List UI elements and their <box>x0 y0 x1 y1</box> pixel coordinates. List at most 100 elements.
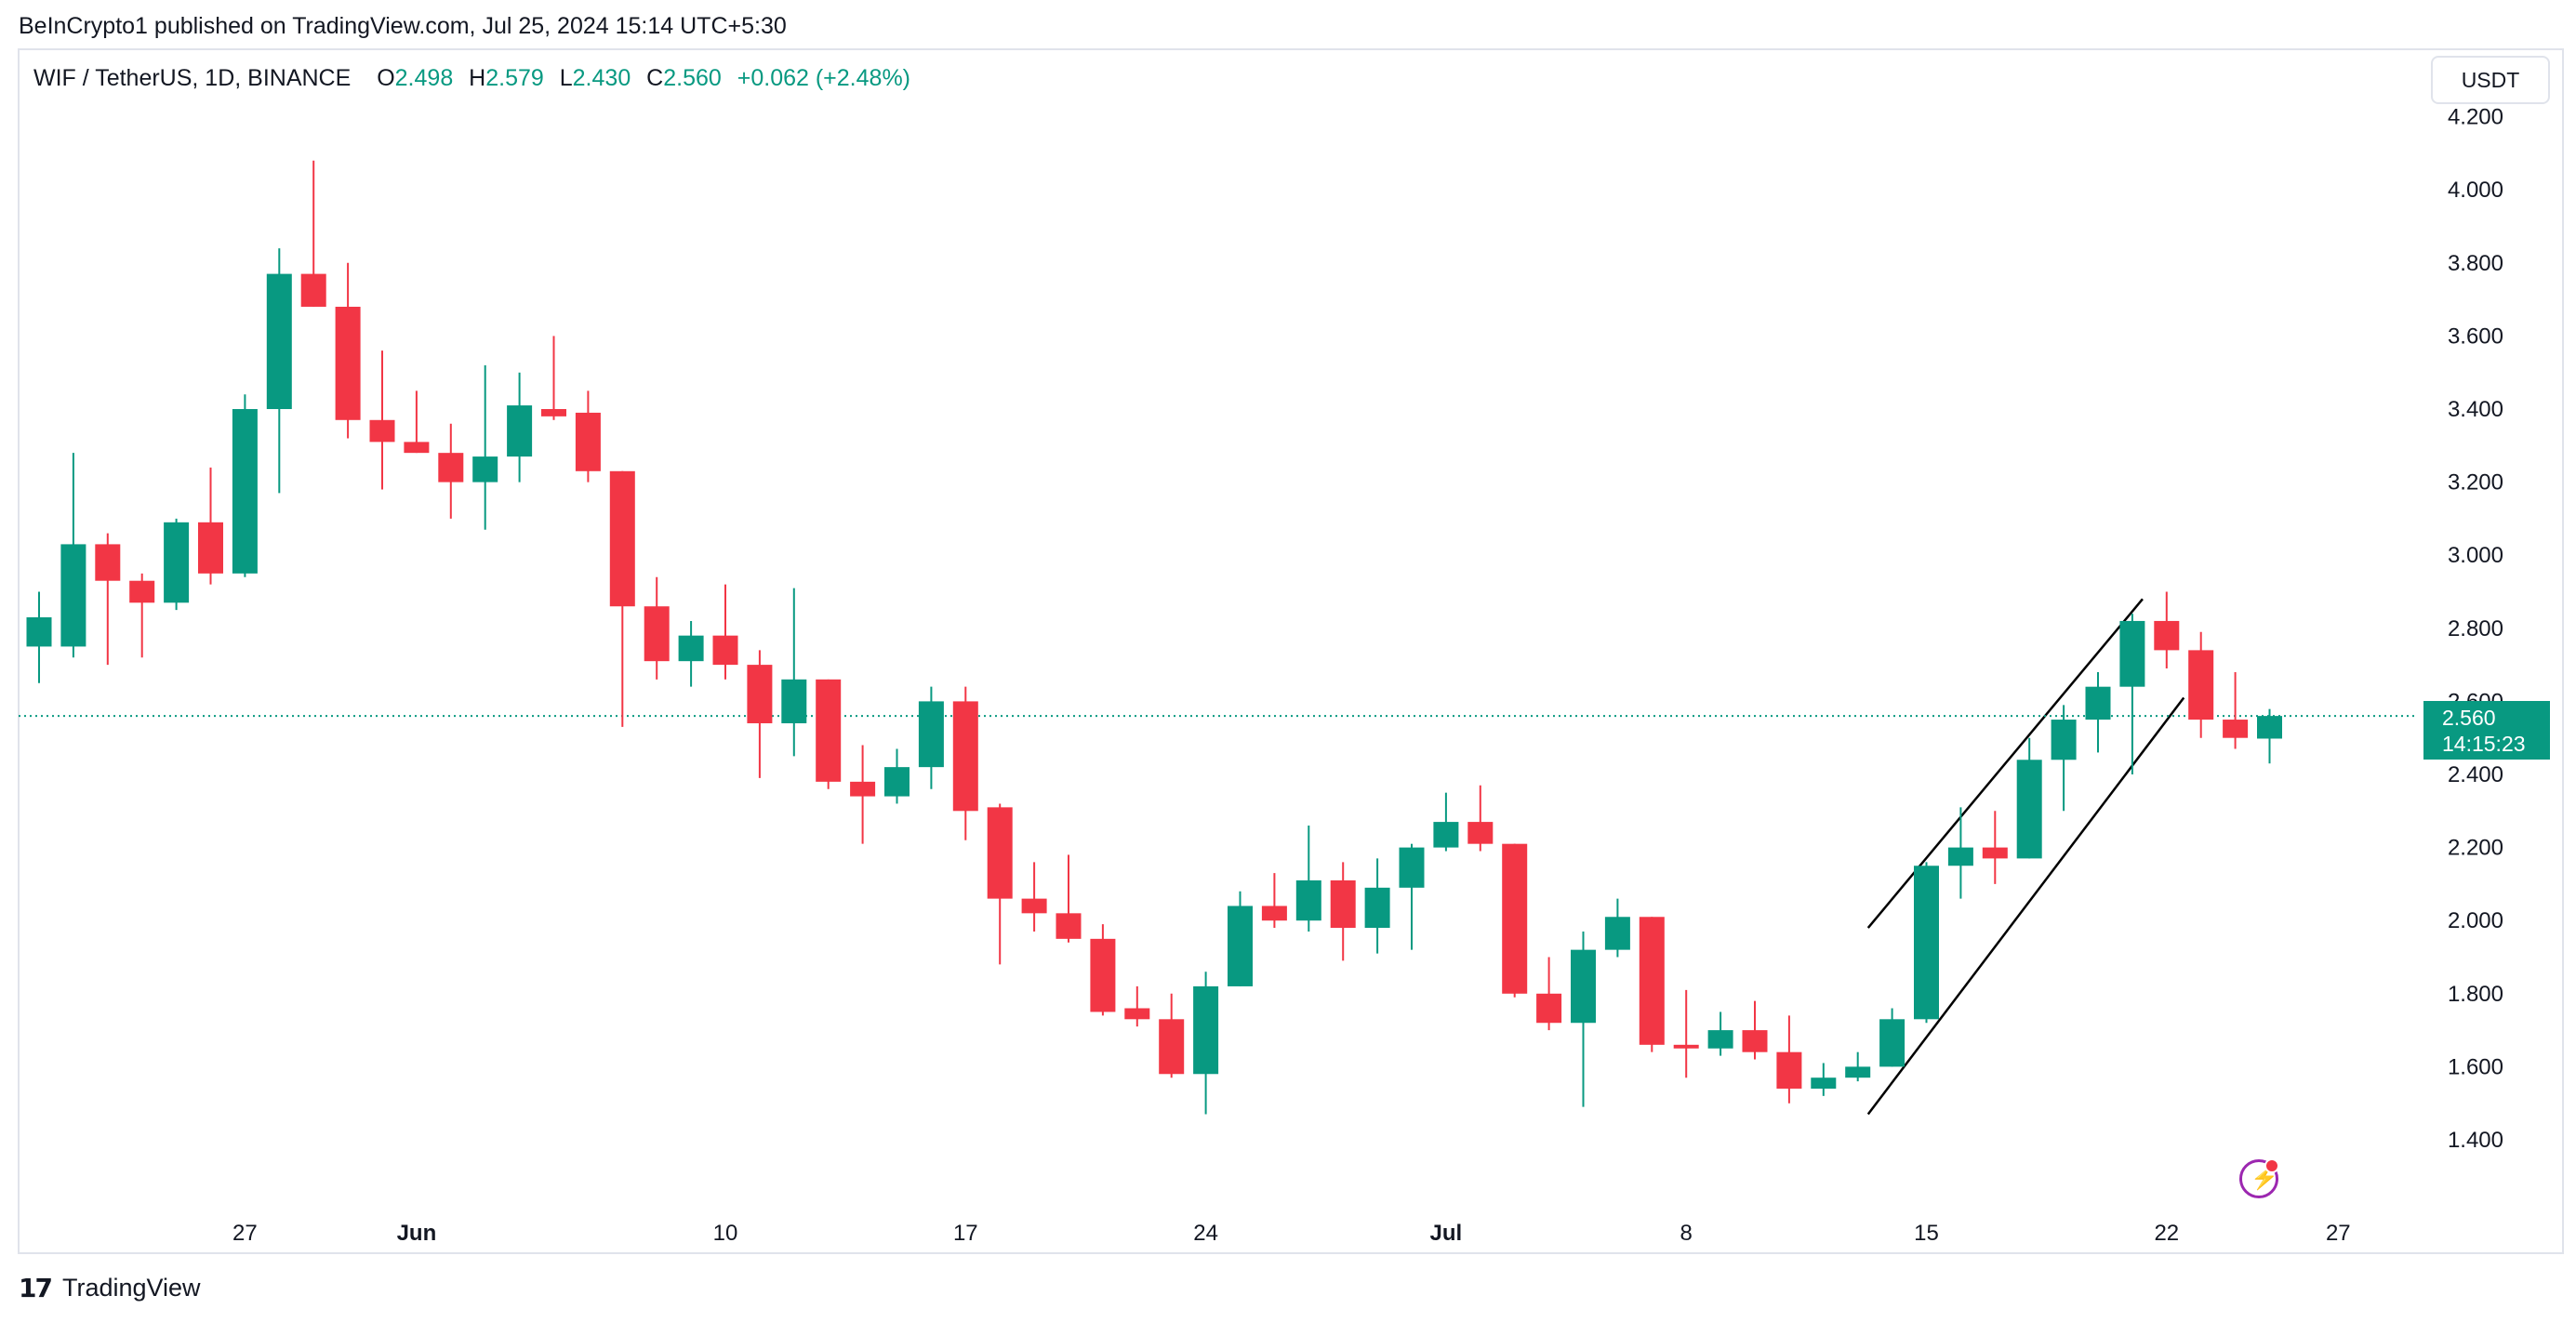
candle-body <box>1056 913 1082 939</box>
candle-up <box>472 364 498 530</box>
candle-body <box>1228 906 1253 986</box>
low-value: 2.430 <box>572 65 631 91</box>
candle-up <box>1707 1011 1733 1056</box>
candle-down <box>1021 862 1047 932</box>
candle-body <box>472 456 498 483</box>
candle-body <box>1502 843 1528 994</box>
candle-body <box>541 409 566 416</box>
candle-body <box>1295 879 1321 921</box>
candle-body <box>1159 1019 1185 1075</box>
tradingview-logo-text: TradingView <box>61 1274 201 1302</box>
channel-trendline[interactable] <box>1866 696 2185 1116</box>
x-tick-label: 10 <box>713 1221 738 1246</box>
y-tick-label: 4.200 <box>2448 105 2503 130</box>
bar-countdown: 14:15:23 <box>2442 732 2526 756</box>
candle-up <box>232 394 258 577</box>
candle-body <box>884 767 910 797</box>
y-tick-label: 1.600 <box>2448 1054 2503 1079</box>
candle-body <box>2223 720 2249 738</box>
y-tick-label: 3.400 <box>2448 397 2503 422</box>
candle-up <box>2119 614 2145 774</box>
channel-trendline[interactable] <box>1866 598 2144 929</box>
candle-down <box>712 584 738 680</box>
candle-down <box>747 650 773 778</box>
candle-down <box>1982 811 2008 884</box>
symbol-legend: WIF / TetherUS, 1D, BINANCE O2.498 H2.57… <box>33 65 920 92</box>
candle-down <box>1742 1000 1768 1060</box>
candle-body <box>850 781 876 797</box>
candle-body <box>1947 847 1973 866</box>
candle-up <box>1399 843 1425 950</box>
candle-down <box>541 336 566 420</box>
flash-icon[interactable]: ⚡ <box>2239 1158 2279 1198</box>
candle-body <box>1811 1077 1837 1089</box>
candle-down <box>438 423 464 519</box>
candle-body <box>1330 879 1356 929</box>
candle-down <box>644 576 670 680</box>
tradingview-logo-icon: 17 <box>19 1273 53 1303</box>
candle-body <box>2188 650 2214 720</box>
x-tick-label: 15 <box>1914 1221 1939 1246</box>
candle-up <box>1295 826 1321 932</box>
open-value: 2.498 <box>394 65 454 91</box>
candle-down <box>300 160 326 307</box>
candle-down <box>369 350 395 490</box>
tradingview-logo[interactable]: 17 TradingView <box>19 1273 201 1303</box>
candle-body <box>952 701 978 812</box>
candle-body <box>1982 847 2008 859</box>
candle-body <box>1639 917 1665 1045</box>
candle-body <box>987 807 1013 899</box>
candle-up <box>266 248 292 494</box>
candle-body <box>164 522 190 603</box>
candle-up <box>918 686 944 789</box>
candle-down <box>1261 873 1287 929</box>
candle-up <box>507 372 533 483</box>
candle-body <box>712 635 738 666</box>
candle-body <box>26 617 52 647</box>
candle-up <box>678 620 704 687</box>
candle-down <box>850 745 876 844</box>
candle-up <box>1433 792 1459 852</box>
candle-down <box>2154 591 2180 669</box>
candle-down <box>816 679 842 789</box>
x-tick-label: 8 <box>1680 1221 1693 1246</box>
candle-down <box>952 686 978 840</box>
candle-body <box>1707 1030 1733 1049</box>
published-by-text: BeInCrypto1 published on TradingView.com… <box>19 13 787 39</box>
x-tick-label: 24 <box>1193 1221 1218 1246</box>
candle-body <box>575 412 601 471</box>
candle-up <box>164 518 190 611</box>
candle-up <box>1604 898 1630 958</box>
change-value: +0.062 (+2.48%) <box>737 65 910 91</box>
candle-body <box>300 273 326 307</box>
candle-down <box>95 533 121 666</box>
candle-down <box>2188 631 2214 738</box>
symbol-name[interactable]: WIF / TetherUS, 1D, BINANCE <box>33 65 352 91</box>
candle-down <box>1330 862 1356 961</box>
last-price-value: 2.560 <box>2442 706 2496 730</box>
candle-body <box>2257 716 2282 739</box>
candle-down <box>2223 671 2249 749</box>
candle-body <box>781 679 807 723</box>
candle-down <box>1090 924 1116 1016</box>
candle-body <box>1776 1051 1802 1089</box>
candle-body <box>644 606 670 662</box>
candle-up <box>1193 972 1219 1115</box>
candle-up <box>2016 737 2042 859</box>
candle-body <box>2119 620 2145 687</box>
candles-layer <box>26 160 2282 1115</box>
candle-up <box>60 453 86 658</box>
currency-button[interactable]: USDT <box>2431 56 2550 104</box>
candle-up <box>2085 671 2111 753</box>
trendline-layer <box>1866 598 2185 1116</box>
candle-body <box>266 273 292 409</box>
notification-dot <box>2264 1158 2279 1173</box>
x-tick-label: Jul <box>1430 1221 1463 1246</box>
x-tick-label: 22 <box>2154 1221 2179 1246</box>
candle-body <box>1021 898 1047 914</box>
candle-up <box>781 588 807 757</box>
candle-down <box>1159 993 1185 1078</box>
candle-down <box>198 467 223 585</box>
candle-up <box>26 591 52 683</box>
